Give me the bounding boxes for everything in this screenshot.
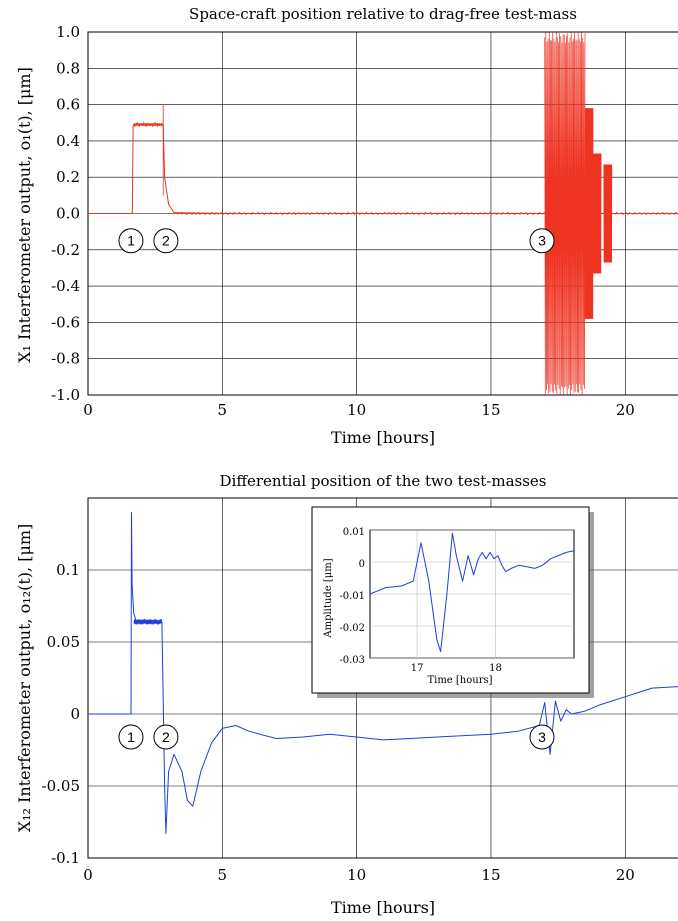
marker-label: 3 <box>538 729 546 745</box>
chart-spacecraft-position: Space-craft position relative to drag-fr… <box>15 5 678 447</box>
step-plateau <box>133 121 164 128</box>
noise-baseline <box>173 211 678 216</box>
event-marker-3: 3 <box>529 724 555 750</box>
event-marker-1: 1 <box>118 724 144 750</box>
x-tick-labels: 0 5 10 15 20 <box>83 866 635 884</box>
y-tick-label: -0.05 <box>42 777 80 795</box>
event-marker-1: 1 <box>118 228 144 254</box>
y-tick-label: -0.8 <box>51 350 80 368</box>
x-tick-label: 10 <box>347 401 366 419</box>
y-tick-label: 1.0 <box>56 23 80 41</box>
marker-circle <box>529 724 555 750</box>
x-tick-label: 10 <box>347 866 366 884</box>
y-tick-label: 0 <box>359 559 365 570</box>
y-tick-label: 0.2 <box>56 168 80 186</box>
y-tick-label: -1.0 <box>51 386 80 404</box>
marker-circle <box>118 228 144 254</box>
marker-label: 1 <box>127 729 135 745</box>
plateau-noise <box>133 618 162 626</box>
marker-label: 2 <box>162 729 170 745</box>
oscillation-block <box>603 164 612 263</box>
chart-title: Space-craft position relative to drag-fr… <box>189 5 577 23</box>
marker-circle <box>529 228 555 254</box>
event-marker-2: 2 <box>153 228 179 254</box>
marker-label: 2 <box>162 233 170 249</box>
y-tick-labels: -0.1 -0.05 0 0.05 0.1 <box>42 561 80 867</box>
x-axis-label: Time [hours] <box>331 898 435 917</box>
chart-title: Differential position of the two test-ma… <box>220 472 547 490</box>
y-tick-label: 0 <box>70 705 80 723</box>
inset-frame <box>311 506 590 694</box>
oscillation-burst <box>544 31 586 396</box>
y-axis-label: X₁₂ Interferometer output, o₁₂(t), [μm] <box>15 524 34 833</box>
event-marker-2: 2 <box>153 724 179 750</box>
oscillation-burst <box>592 153 602 274</box>
y-tick-label: -0.4 <box>51 277 80 295</box>
x-tick-label: 5 <box>218 401 228 419</box>
marker-label: 1 <box>127 233 135 249</box>
y-tick-label: 0.01 <box>343 527 365 538</box>
x-tick-label: 5 <box>218 866 228 884</box>
y-tick-label: 0.05 <box>47 633 80 651</box>
y-tick-label: -0.6 <box>51 313 80 331</box>
marker-circle <box>153 724 179 750</box>
y-tick-label: -0.03 <box>339 655 365 666</box>
y-tick-labels: -1.0 -0.8 -0.6 -0.4 -0.2 0.0 0.2 0.4 0.6 0.8 1.0 <box>51 23 80 404</box>
y-axis-label: X₁ Interferometer output, o₁(t), [μm] <box>15 67 34 363</box>
y-tick-label: 0.4 <box>56 132 80 150</box>
event-marker-3: 3 <box>529 228 555 254</box>
grid <box>87 497 678 859</box>
inset-x-tick-labels: 17 18 <box>411 663 502 674</box>
marker-circle <box>118 724 144 750</box>
oscillation-block <box>584 108 594 319</box>
plot-area <box>88 511 678 834</box>
marker-circle <box>153 228 179 254</box>
event-markers: 1 2 3 <box>118 724 555 750</box>
inset-plot-area <box>369 532 575 653</box>
y-tick-label: -0.02 <box>339 623 365 634</box>
x-tick-label: 0 <box>83 401 93 419</box>
y-tick-label: 0.0 <box>56 205 80 223</box>
y-tick-label: 0.8 <box>56 59 80 77</box>
y-tick-label: -0.2 <box>51 241 80 259</box>
event-markers: 1 2 3 <box>118 228 555 254</box>
x-tick-label: 18 <box>489 663 502 674</box>
marker-label: 3 <box>538 233 546 249</box>
y-tick-label: 0.6 <box>56 96 80 114</box>
plot-area <box>88 31 678 396</box>
x-tick-label: 17 <box>411 663 424 674</box>
x-tick-labels: 0 5 10 15 20 <box>83 401 635 419</box>
x-tick-label: 20 <box>616 866 635 884</box>
y-tick-label: -0.1 <box>51 849 80 867</box>
chart-differential-position: Differential position of the two test-ma… <box>15 472 678 917</box>
x-tick-label: 15 <box>481 401 500 419</box>
oscillation-block <box>593 153 602 274</box>
inset-series-line <box>369 532 575 653</box>
inset-y-axis-label: Amplitude [μm] <box>323 558 334 638</box>
oscillation-burst <box>584 108 594 319</box>
inset-x-axis-label: Time [hours] <box>427 675 492 686</box>
x-axis-label: Time [hours] <box>331 428 435 447</box>
inset-y-tick-labels: 0.01 0 -0.01 -0.02 -0.03 <box>339 527 365 666</box>
x-tick-label: 15 <box>481 866 500 884</box>
series-line <box>88 124 545 214</box>
y-tick-label: 0.1 <box>56 561 80 579</box>
x-tick-label: 0 <box>83 866 93 884</box>
inset-zoom-panel: Time [hours] Amplitude [μm] 0.01 0 -0.01 -0… <box>311 506 594 698</box>
x-tick-label: 20 <box>616 401 635 419</box>
y-tick-label: -0.01 <box>339 591 365 602</box>
